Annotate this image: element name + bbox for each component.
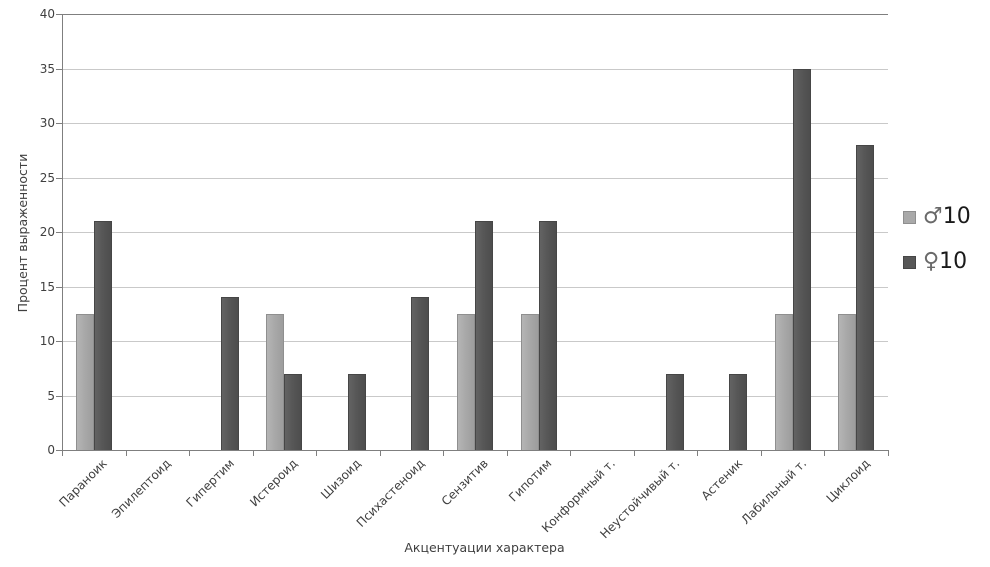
x-axis-tick: [443, 451, 445, 456]
x-axis-tick: [760, 451, 762, 456]
x-category-label: Сензитив: [439, 456, 492, 509]
x-axis-tick: [125, 451, 127, 456]
legend-swatch: [903, 210, 916, 224]
y-tick-label: 0: [47, 443, 55, 457]
y-axis-tick: [56, 395, 62, 397]
x-axis-tick: [697, 451, 699, 456]
legend-item: ♀ 10: [903, 248, 971, 276]
bar-male: [266, 313, 285, 450]
x-category-label: Астеник: [698, 456, 746, 504]
y-tick-label: 5: [47, 388, 55, 403]
y-tick-label: 10: [39, 334, 55, 348]
bar-male: [520, 313, 539, 450]
y-axis-line: [62, 14, 63, 450]
female-icon: ♀: [923, 249, 940, 274]
bar-female: [475, 221, 493, 450]
legend: ♂ 10 ♀ 10: [903, 203, 971, 293]
male-icon: ♂: [923, 204, 943, 229]
y-axis-tick: [56, 177, 62, 179]
x-axis-tick: [570, 451, 572, 456]
bar-male: [838, 313, 857, 450]
y-tick-label: 35: [39, 61, 55, 76]
x-category-label: Гипотим: [506, 456, 555, 505]
bar-female: [347, 373, 366, 450]
y-axis-title: Процент выраженности: [15, 153, 30, 313]
bar-female: [93, 221, 112, 450]
bar-female: [284, 373, 303, 450]
x-axis-line: [62, 450, 889, 451]
y-axis-tick: [56, 286, 62, 288]
bar-male: [457, 313, 475, 450]
x-category-label: Психастеноид: [354, 456, 428, 530]
x-axis-tick: [316, 451, 318, 456]
bar-female: [538, 221, 557, 450]
bar-female: [220, 297, 239, 450]
x-axis-tick: [379, 451, 381, 456]
bar-female: [856, 144, 875, 450]
x-category-label: Циклоид: [823, 456, 873, 506]
bar-female: [792, 68, 811, 450]
x-category-label: Шизоид: [318, 456, 365, 502]
x-category-label: Лабильный т.: [738, 456, 809, 528]
gridline: [62, 123, 888, 124]
bar-female: [411, 297, 430, 450]
x-category-label: Гипертим: [183, 456, 238, 510]
x-axis-tick: [506, 451, 508, 456]
gridline: [62, 177, 888, 179]
x-category-label: Истероид: [247, 456, 301, 510]
x-category-label: Параноик: [56, 456, 110, 510]
x-axis-tick: [888, 451, 889, 456]
bar-male: [774, 313, 793, 450]
x-axis-tick: [252, 451, 254, 456]
y-tick-label: 40: [39, 7, 55, 21]
legend-swatch: [903, 255, 916, 269]
x-axis-tick: [189, 451, 191, 456]
x-axis-tick: [633, 451, 635, 456]
x-axis-tick: [824, 451, 826, 456]
bar-female: [729, 373, 748, 450]
y-axis-tick: [56, 123, 62, 124]
legend-label: 10: [939, 249, 968, 274]
gridline: [62, 14, 888, 15]
x-axis-tick: [62, 451, 63, 456]
y-axis-tick: [56, 68, 62, 70]
x-category-label: Эпилептоид: [108, 456, 174, 521]
legend-item: ♂ 10: [903, 203, 971, 231]
gridline: [62, 68, 888, 70]
y-tick-label: 25: [39, 170, 55, 185]
legend-label: 10: [942, 204, 971, 229]
y-tick-label: 15: [39, 279, 55, 294]
bar-female: [665, 373, 684, 450]
y-axis-tick: [56, 232, 62, 233]
y-axis-tick: [56, 341, 62, 342]
bar-male: [75, 313, 94, 450]
y-tick-label: 30: [39, 116, 55, 130]
y-tick-label: 20: [39, 225, 55, 239]
y-axis-tick: [56, 450, 62, 451]
x-axis-title: Акцентуации характера: [404, 540, 565, 555]
y-axis-tick: [56, 14, 62, 15]
